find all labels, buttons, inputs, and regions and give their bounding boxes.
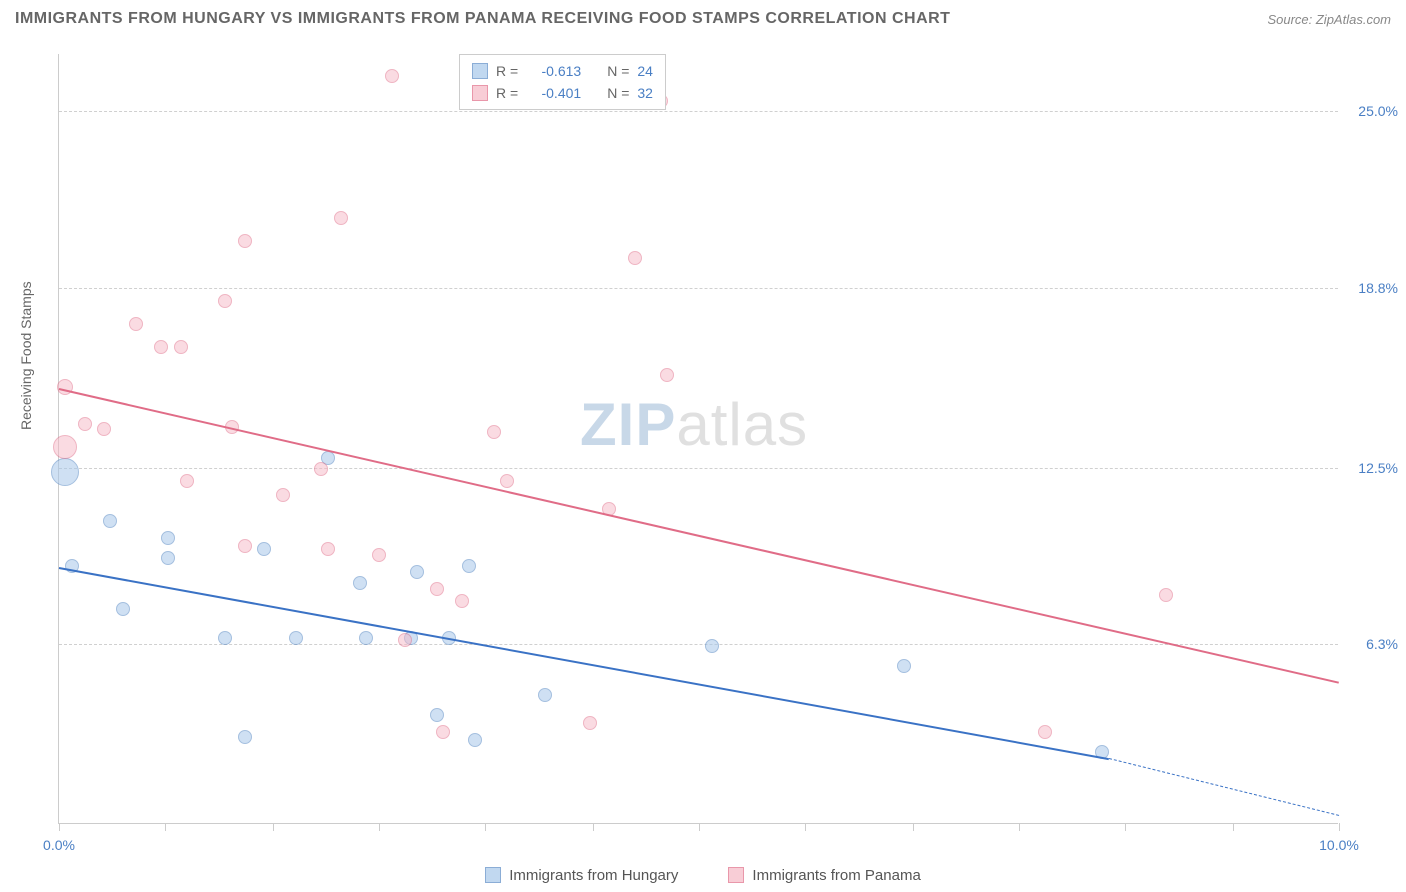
legend-swatch bbox=[485, 867, 501, 883]
scatter-point-panama bbox=[276, 488, 290, 502]
scatter-point-hungary bbox=[116, 602, 130, 616]
x-tick bbox=[1233, 823, 1234, 831]
chart-title: IMMIGRANTS FROM HUNGARY VS IMMIGRANTS FR… bbox=[15, 10, 950, 28]
scatter-point-panama bbox=[314, 462, 328, 476]
trendline-dashed-hungary bbox=[1108, 758, 1339, 816]
scatter-point-hungary bbox=[161, 551, 175, 565]
trendline-hungary bbox=[59, 567, 1109, 760]
scatter-point-hungary bbox=[51, 458, 79, 486]
legend-n-label: N = bbox=[607, 82, 629, 104]
scatter-point-panama bbox=[174, 340, 188, 354]
scatter-point-hungary bbox=[257, 542, 271, 556]
scatter-point-panama bbox=[238, 234, 252, 248]
trendline-panama bbox=[59, 388, 1339, 684]
x-tick bbox=[165, 823, 166, 831]
scatter-point-panama bbox=[628, 251, 642, 265]
x-tick bbox=[913, 823, 914, 831]
legend-n-value: 32 bbox=[637, 82, 653, 104]
scatter-point-panama bbox=[238, 539, 252, 553]
legend-r-value: -0.401 bbox=[526, 82, 581, 104]
scatter-point-panama bbox=[154, 340, 168, 354]
x-tick bbox=[699, 823, 700, 831]
gridline bbox=[59, 644, 1338, 645]
scatter-point-hungary bbox=[462, 559, 476, 573]
legend-r-label: R = bbox=[496, 82, 518, 104]
scatter-point-panama bbox=[500, 474, 514, 488]
source-label: Source: ZipAtlas.com bbox=[1267, 12, 1391, 27]
scatter-point-panama bbox=[372, 548, 386, 562]
x-tick-label: 10.0% bbox=[1319, 837, 1359, 853]
legend-swatch bbox=[728, 867, 744, 883]
gridline bbox=[59, 288, 1338, 289]
scatter-point-panama bbox=[334, 211, 348, 225]
scatter-point-hungary bbox=[289, 631, 303, 645]
scatter-point-panama bbox=[78, 417, 92, 431]
legend-swatch bbox=[472, 85, 488, 101]
legend-swatch bbox=[472, 63, 488, 79]
scatter-point-hungary bbox=[359, 631, 373, 645]
x-tick bbox=[273, 823, 274, 831]
scatter-point-panama bbox=[430, 582, 444, 596]
chart-plot-area: 6.3%12.5%18.8%25.0%0.0%10.0%R =-0.613N =… bbox=[58, 54, 1338, 824]
gridline bbox=[59, 468, 1338, 469]
y-tick-label: 25.0% bbox=[1358, 103, 1398, 119]
x-tick bbox=[1019, 823, 1020, 831]
scatter-point-panama bbox=[583, 716, 597, 730]
scatter-point-hungary bbox=[238, 730, 252, 744]
y-tick-label: 18.8% bbox=[1358, 280, 1398, 296]
stats-legend: R = -0.613 N = 24 R = -0.401 N = 32 bbox=[459, 54, 666, 110]
x-tick bbox=[805, 823, 806, 831]
scatter-point-hungary bbox=[218, 631, 232, 645]
scatter-point-panama bbox=[97, 422, 111, 436]
x-tick bbox=[379, 823, 380, 831]
legend-r-label: R = bbox=[496, 60, 518, 82]
bottom-legend: Immigrants from Hungary Immigrants from P… bbox=[0, 867, 1406, 888]
scatter-point-panama bbox=[1038, 725, 1052, 739]
scatter-point-hungary bbox=[103, 514, 117, 528]
scatter-point-hungary bbox=[410, 565, 424, 579]
scatter-point-panama bbox=[385, 69, 399, 83]
scatter-point-panama bbox=[436, 725, 450, 739]
gridline bbox=[59, 111, 1338, 112]
x-tick bbox=[1125, 823, 1126, 831]
bottom-legend-item: Immigrants from Hungary bbox=[485, 867, 678, 884]
scatter-point-panama bbox=[660, 368, 674, 382]
legend-n-value: 24 bbox=[637, 60, 653, 82]
bottom-legend-item: Immigrants from Panama bbox=[728, 867, 920, 884]
scatter-point-panama bbox=[218, 294, 232, 308]
scatter-point-hungary bbox=[538, 688, 552, 702]
series-name: Immigrants from Hungary bbox=[509, 867, 678, 884]
x-tick bbox=[59, 823, 60, 831]
scatter-point-hungary bbox=[161, 531, 175, 545]
scatter-point-panama bbox=[398, 633, 412, 647]
scatter-point-hungary bbox=[705, 639, 719, 653]
stats-legend-row: R = -0.613 N = 24 bbox=[472, 60, 653, 82]
y-tick-label: 6.3% bbox=[1366, 636, 1398, 652]
x-tick-label: 0.0% bbox=[43, 837, 75, 853]
scatter-point-panama bbox=[321, 542, 335, 556]
scatter-point-panama bbox=[487, 425, 501, 439]
scatter-point-hungary bbox=[353, 576, 367, 590]
stats-legend-row: R = -0.401 N = 32 bbox=[472, 82, 653, 104]
scatter-point-panama bbox=[129, 317, 143, 331]
legend-n-label: N = bbox=[607, 60, 629, 82]
scatter-point-hungary bbox=[468, 733, 482, 747]
series-name: Immigrants from Panama bbox=[752, 867, 920, 884]
scatter-point-panama bbox=[53, 435, 77, 459]
y-tick-label: 12.5% bbox=[1358, 460, 1398, 476]
y-axis-label: Receiving Food Stamps bbox=[18, 281, 34, 430]
scatter-point-panama bbox=[455, 594, 469, 608]
scatter-point-hungary bbox=[897, 659, 911, 673]
x-tick bbox=[1339, 823, 1340, 831]
legend-r-value: -0.613 bbox=[526, 60, 581, 82]
x-tick bbox=[593, 823, 594, 831]
scatter-point-panama bbox=[1159, 588, 1173, 602]
scatter-point-panama bbox=[180, 474, 194, 488]
x-tick bbox=[485, 823, 486, 831]
scatter-point-hungary bbox=[430, 708, 444, 722]
